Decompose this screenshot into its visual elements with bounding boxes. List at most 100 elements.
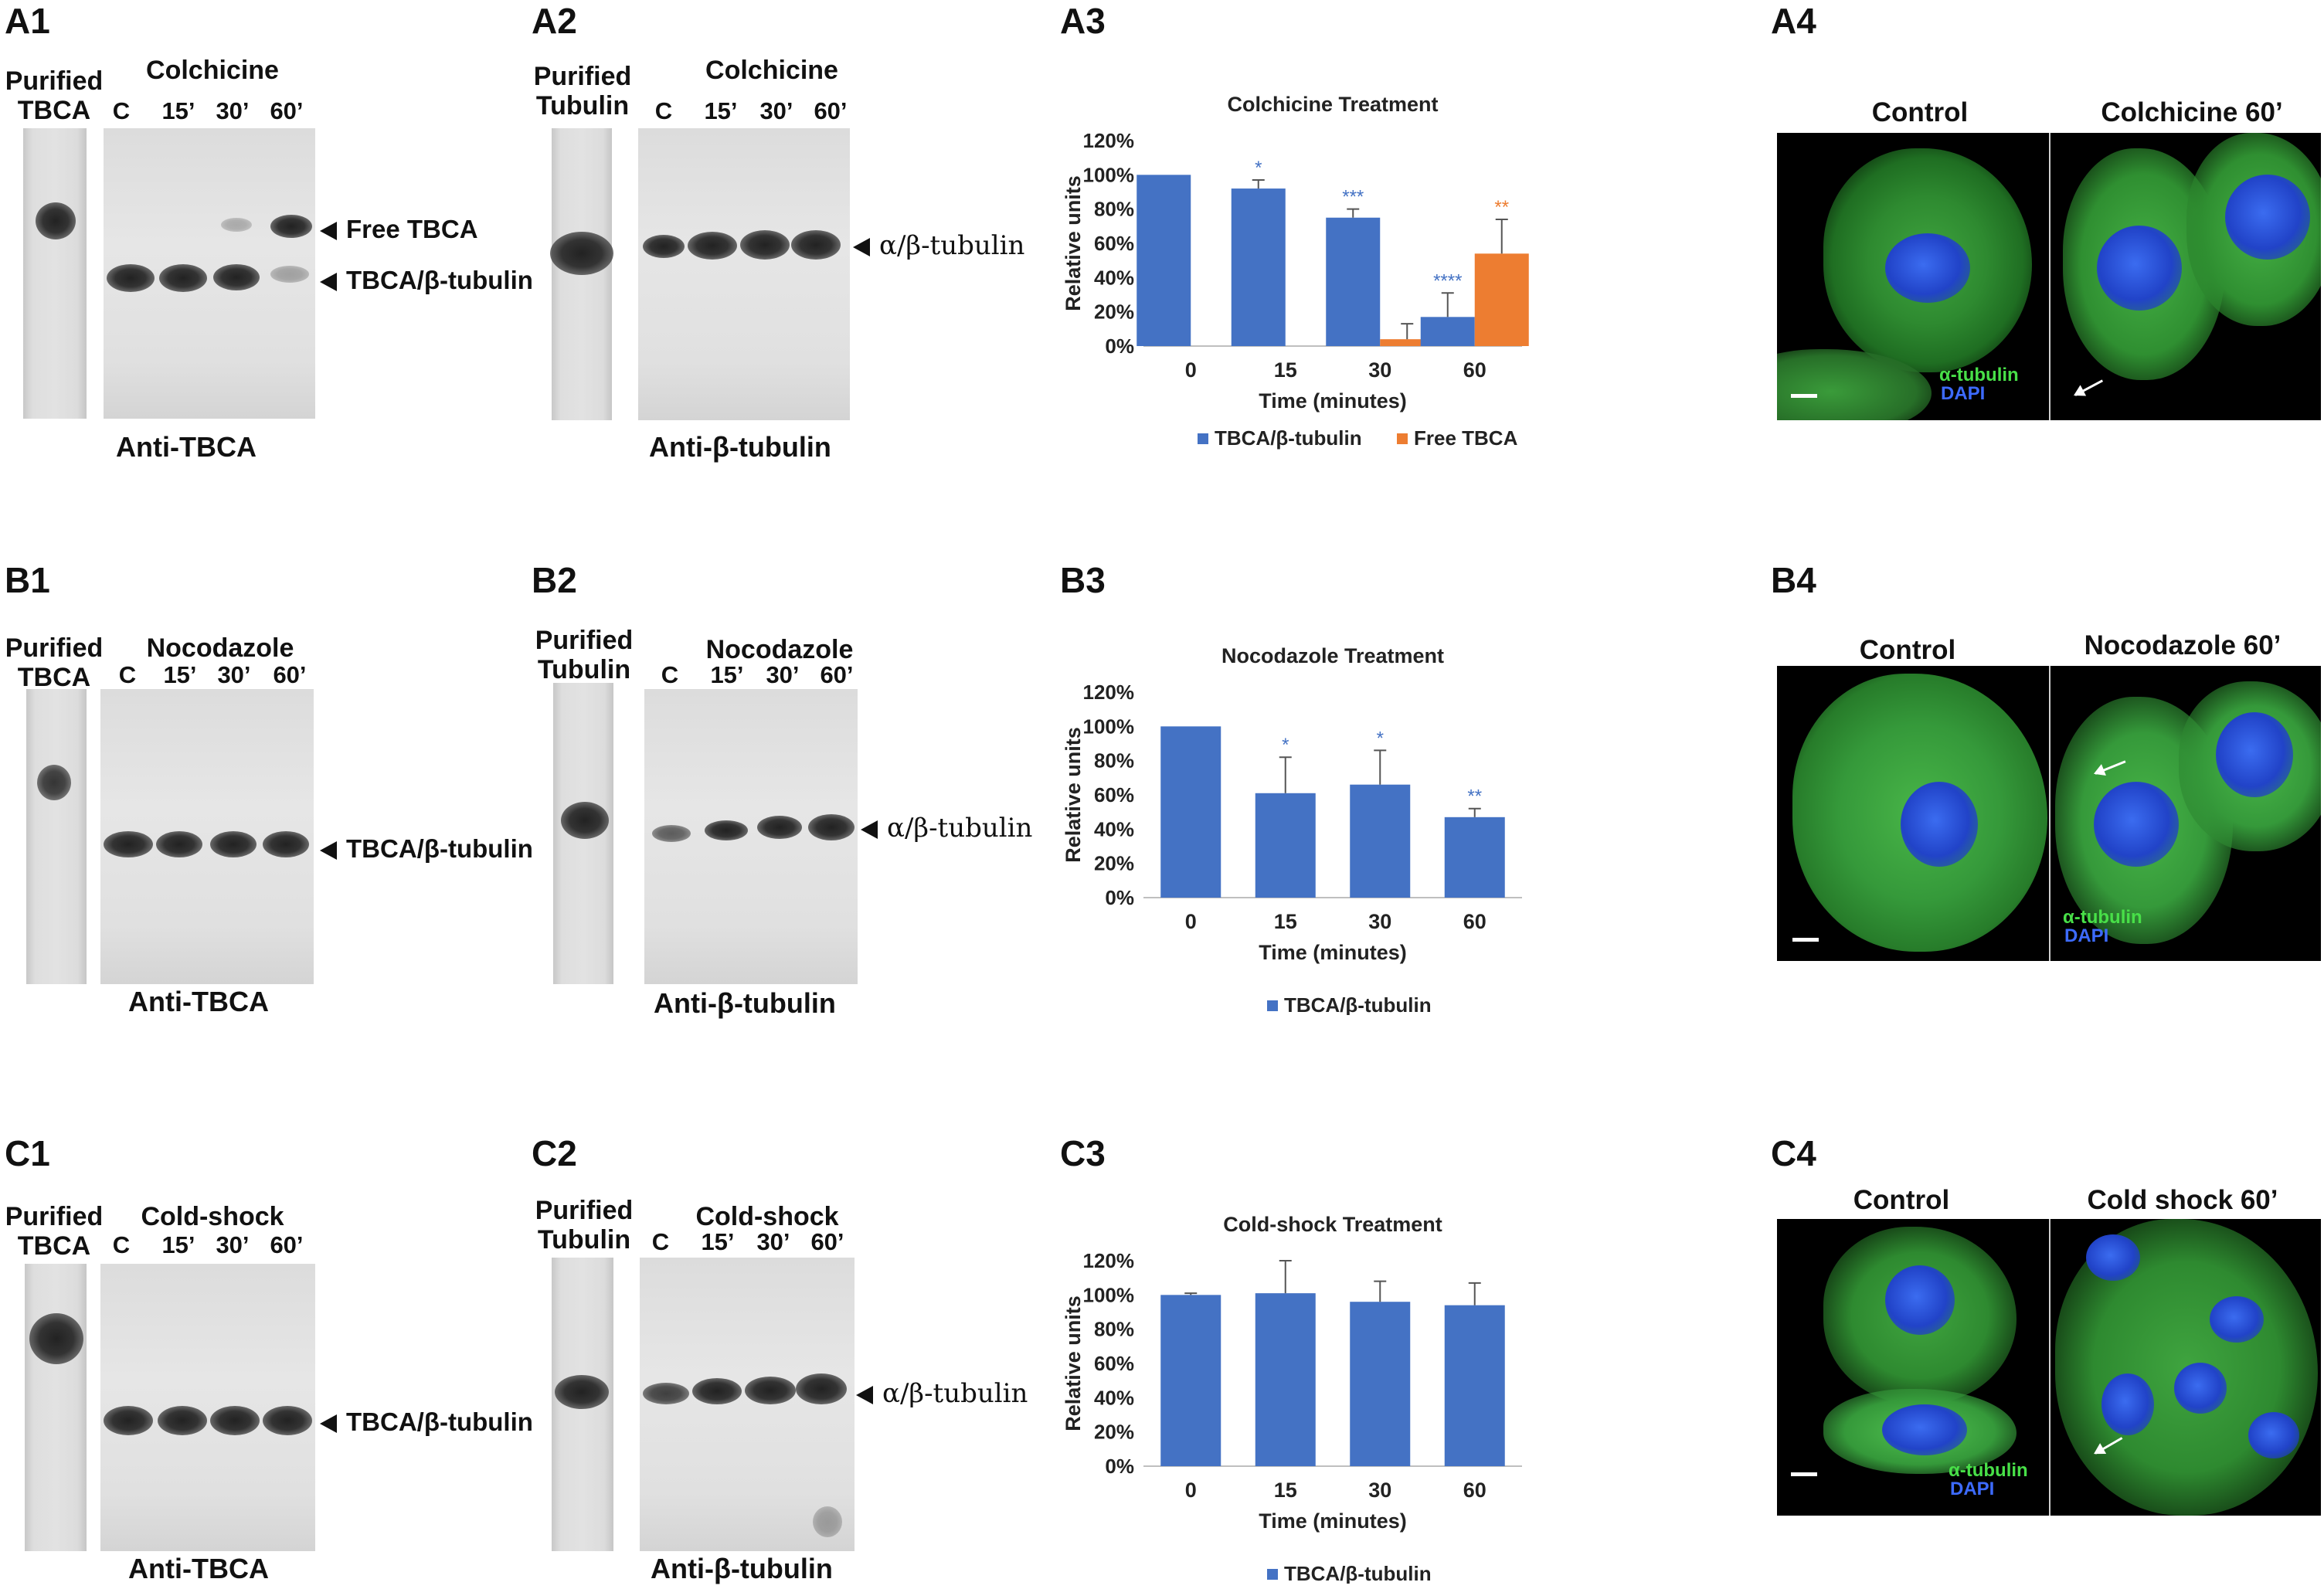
treatment-title: Colchicine (705, 56, 838, 85)
purified-tbca-label: Purified TBCA (5, 1202, 104, 1261)
colchicine-chart: Colchicine Treatment 0% 20% 40% 60% 80% 100% 12… (1062, 93, 1529, 450)
significance-marker: ** (1467, 786, 1482, 807)
nocodazole-micrograph: α-tubulin DAPI (1777, 666, 2321, 961)
treatment-title: Cold-shock (695, 1202, 839, 1231)
y-tick-label: 100% (1083, 1283, 1135, 1306)
tbca-btub-annotation: TBCA/β-tubulin (320, 266, 533, 295)
antibody-label: Anti-β-tubulin (651, 1553, 833, 1584)
treatment-title: Cold-shock (141, 1202, 284, 1231)
panel-label-a3: A3 (1060, 1, 1106, 41)
blot-band (159, 264, 207, 292)
y-tick-label: 80% (1094, 198, 1134, 221)
panel-label-c3: C3 (1060, 1133, 1106, 1173)
blot-band (692, 1378, 742, 1404)
x-tick-label: 0 (1185, 1479, 1197, 1502)
blot-band (221, 218, 252, 232)
y-tick-label: 120% (1083, 129, 1135, 152)
blot-band (652, 825, 691, 842)
blot-membrane (640, 1258, 855, 1551)
purified-tubulin-label: Purified Tubulin (535, 626, 634, 684)
lane-label: 30’ (756, 1228, 790, 1255)
legend-label: TBCA/β-tubulin (1215, 426, 1362, 450)
antibody-label: Anti-TBCA (128, 1553, 269, 1584)
nucleus (2097, 226, 2182, 311)
colchicine-micrograph: α-tubulin DAPI (1777, 133, 2321, 420)
panel-label-c1: C1 (5, 1133, 50, 1173)
blot-band (107, 264, 155, 292)
blot-band (745, 1377, 796, 1404)
nucleus (2248, 1412, 2299, 1458)
ab-tubulin-annotation: α/β-tubulin (856, 1378, 1028, 1409)
x-tick-label: 15 (1274, 358, 1297, 382)
lane-label: 15’ (704, 97, 738, 124)
nucleus (2101, 1373, 2154, 1435)
panel-divider (2049, 666, 2050, 961)
nucleus (2094, 782, 2179, 867)
chart-title: Nocodazole Treatment (1221, 644, 1444, 667)
control-title: Control (1853, 1185, 1950, 1215)
treatment-title: Nocodazole (146, 633, 294, 663)
bar (1444, 1305, 1505, 1466)
dapi-label: DAPI (1941, 383, 1986, 404)
purified-strip (23, 128, 87, 419)
scale-bar (1791, 1472, 1817, 1476)
bar (1326, 217, 1381, 346)
y-tick-label: 40% (1094, 266, 1134, 289)
panel-label-c4: C4 (1771, 1133, 1816, 1173)
y-tick-label: 40% (1094, 817, 1134, 840)
panel-label-a1: A1 (5, 1, 50, 41)
lane-label: 30’ (217, 661, 251, 688)
panel-label-a4: A4 (1771, 1, 1816, 41)
blot-band (210, 1406, 260, 1435)
legend-label: Free TBCA (1414, 426, 1518, 450)
y-tick-label: 60% (1094, 232, 1134, 255)
x-tick-label: 0 (1185, 358, 1197, 382)
bar (1255, 1293, 1316, 1466)
tbca-btub-annotation: TBCA/β-tubulin (320, 834, 533, 864)
nucleus (1885, 1265, 1955, 1335)
antibody-label: Anti-TBCA (116, 431, 257, 463)
panel-label-b4: B4 (1771, 560, 1816, 600)
significance-marker: *** (1342, 187, 1364, 208)
y-tick-label: 100% (1083, 715, 1135, 738)
lane-label: 30’ (216, 97, 250, 124)
panel-label-b1: B1 (5, 560, 50, 600)
lane-label: 15’ (710, 661, 744, 688)
x-axis-label: Time (minutes) (1259, 1509, 1407, 1533)
x-tick-label: 0 (1185, 910, 1197, 933)
blot-band (104, 1406, 153, 1435)
blot-band (791, 230, 841, 260)
lane-label: C (654, 97, 673, 124)
significance-marker: * (1282, 735, 1289, 755)
bar (1231, 188, 1286, 346)
blot-band (158, 1406, 207, 1435)
purified-tbca-label: Purified TBCA (5, 66, 104, 125)
lane-label: 15’ (161, 97, 195, 124)
blot-band (796, 1373, 847, 1404)
y-tick-label: 0% (1105, 1455, 1134, 1478)
panel-label-b3: B3 (1060, 560, 1106, 600)
dapi-label: DAPI (2064, 925, 2109, 946)
nucleus (2086, 1234, 2140, 1281)
bar (1474, 253, 1529, 346)
y-tick-label: 100% (1083, 163, 1135, 186)
purified-tubulin-label: Purified Tubulin (535, 1196, 634, 1255)
purified-strip (26, 689, 87, 984)
arrow-indicator (2074, 379, 2104, 396)
y-tick-label: 80% (1094, 1318, 1134, 1341)
legend-swatch (1267, 1000, 1278, 1011)
treatment-title: Nocodazole (705, 635, 854, 664)
bar (1137, 175, 1191, 346)
significance-marker: ** (1494, 197, 1509, 218)
lane-label: 60’ (273, 661, 307, 688)
lane-label: 60’ (270, 1231, 304, 1258)
panel-divider (2049, 133, 2050, 420)
x-tick-label: 15 (1274, 1479, 1297, 1502)
blot-band (813, 1506, 842, 1537)
bar (1444, 817, 1505, 898)
nucleus (1885, 233, 1970, 303)
nucleus (2225, 175, 2310, 260)
blot-band (561, 802, 609, 839)
panel-divider (2049, 1219, 2050, 1516)
x-axis-label: Time (minutes) (1259, 389, 1407, 413)
